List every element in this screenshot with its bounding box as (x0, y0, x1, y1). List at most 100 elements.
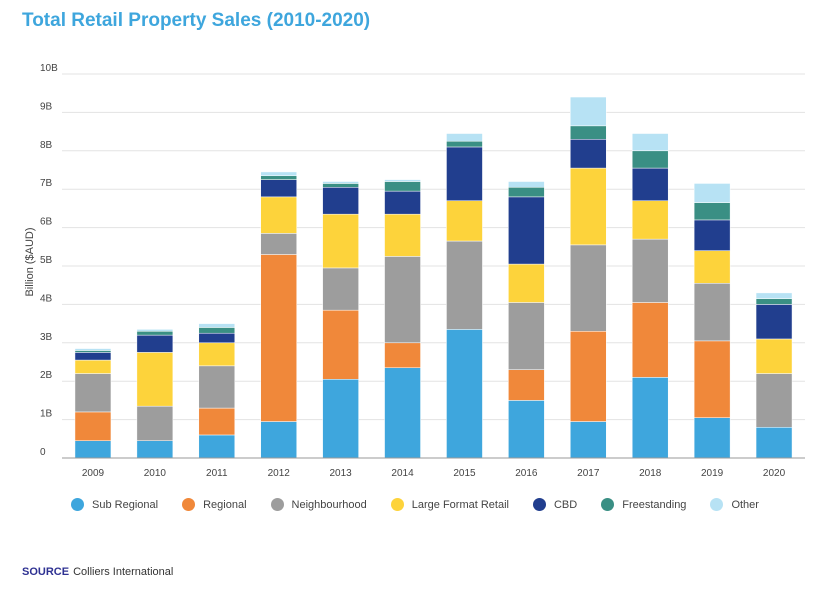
bar-segment-sub-regional-2014 (384, 367, 421, 459)
bar-segment-other-2016 (508, 181, 545, 188)
bar-segment-other-2013 (322, 181, 359, 184)
y-tick-label: 2B (40, 370, 53, 381)
x-tick-label: 2014 (391, 468, 414, 479)
x-tick-label: 2013 (330, 468, 353, 479)
bar-segment-sub-regional-2017 (570, 421, 607, 459)
legend-swatch (532, 498, 546, 511)
bar-segment-sub-regional-2018 (631, 377, 669, 459)
bar-segment-freestanding-2014 (384, 181, 421, 192)
legend-label: Regional (203, 498, 247, 511)
bar-segment-sub-regional-2016 (508, 400, 545, 459)
bar-segment-neighbourhood-2012 (260, 233, 297, 255)
bar-segment-other-2015 (446, 133, 483, 142)
bar-segment-cbd-2011 (198, 332, 236, 344)
bar-segment-large-format-retail-2012 (260, 196, 297, 234)
bar-segment-freestanding-2009 (74, 350, 112, 353)
bar-segment-large-format-retail-2019 (693, 250, 731, 284)
legend-swatch (71, 498, 85, 511)
bar-segment-cbd-2019 (693, 219, 731, 251)
source-label: SOURCE (22, 566, 70, 578)
bar-segment-sub-regional-2010 (136, 440, 174, 459)
chart-title: Total Retail Property Sales (2010-2020) (22, 10, 371, 31)
legend-item: Sub Regional (71, 498, 158, 511)
bar-segment-freestanding-2018 (631, 150, 669, 169)
legend-label: CBD (553, 498, 578, 511)
bar-segment-regional-2016 (508, 369, 545, 401)
bar-segment-freestanding-2019 (693, 202, 731, 221)
bars (74, 96, 793, 459)
y-tick-label: 3B (40, 332, 53, 343)
bar-segment-neighbourhood-2016 (508, 302, 545, 370)
bar-segment-regional-2013 (322, 309, 359, 380)
x-tick-label: 2015 (453, 468, 476, 479)
bar-segment-regional-2019 (693, 340, 731, 418)
legend: Sub Regional Regional Neighbourhood Large F… (0, 498, 830, 511)
bar-segment-freestanding-2015 (446, 140, 483, 148)
grid-lines (62, 73, 805, 421)
bar-segment-large-format-retail-2018 (631, 200, 669, 240)
bar-segment-other-2020 (755, 292, 793, 299)
bar-segment-other-2009 (74, 348, 112, 351)
bar-segment-cbd-2017 (570, 139, 607, 169)
bar-segment-cbd-2015 (446, 146, 483, 201)
bar-segment-large-format-retail-2009 (74, 359, 112, 374)
bar-segment-large-format-retail-2017 (570, 167, 607, 246)
x-tick-label: 2018 (639, 468, 662, 479)
legend-label: Sub Regional (92, 498, 159, 511)
bar-segment-other-2014 (384, 179, 421, 182)
bar-segment-large-format-retail-2016 (508, 263, 545, 303)
bar-segment-cbd-2013 (322, 187, 359, 215)
bar-segment-neighbourhood-2011 (198, 365, 236, 409)
legend-swatch (182, 498, 196, 511)
bar-segment-cbd-2010 (136, 334, 174, 353)
bar-segment-regional-2014 (384, 342, 421, 369)
y-tick-label: 9B (40, 101, 53, 112)
x-tick-label: 2020 (763, 468, 786, 479)
source-note: SOURCE Colliers International (22, 566, 173, 578)
y-tick-label: 8B (40, 140, 53, 151)
bar-segment-neighbourhood-2015 (446, 240, 483, 330)
x-tick-label: 2010 (144, 468, 167, 479)
bar-segment-regional-2018 (631, 302, 669, 378)
bar-segment-neighbourhood-2013 (322, 267, 359, 311)
bar-segment-cbd-2012 (260, 179, 297, 198)
legend-label: Freestanding (622, 498, 687, 511)
bar-segment-neighbourhood-2017 (570, 244, 607, 332)
bar-segment-cbd-2018 (631, 167, 669, 201)
legend-item: Large Format Retail (390, 498, 509, 511)
y-tick-label: 4B (40, 293, 53, 304)
bar-segment-freestanding-2017 (570, 125, 607, 140)
legend-label: Neighbourhood (291, 498, 367, 511)
legend-item: CBD (532, 498, 578, 511)
bar-segment-neighbourhood-2018 (631, 238, 669, 303)
legend-label: Large Format Retail (411, 498, 509, 511)
y-axis-label: Billion ($AUD) (24, 227, 36, 296)
bar-segment-large-format-retail-2013 (322, 213, 359, 269)
legend-swatch (601, 498, 615, 511)
y-tick-label: 1B (40, 409, 53, 420)
bar-segment-large-format-retail-2020 (755, 338, 793, 374)
legend-swatch (390, 498, 404, 511)
bar-segment-sub-regional-2012 (260, 421, 297, 459)
bar-segment-cbd-2014 (384, 190, 421, 215)
bar-segment-cbd-2009 (74, 352, 112, 361)
y-tick-label: 5B (40, 255, 53, 266)
bar-segment-large-format-retail-2014 (384, 213, 421, 257)
x-tick-label: 2019 (701, 468, 724, 479)
bar-segment-other-2017 (570, 96, 607, 127)
y-axis-ticks: 0 1B 2B 3B 4B 5B 6B 7B 8B 9B 10B (40, 63, 58, 458)
x-tick-label: 2012 (268, 468, 291, 479)
bar-segment-other-2012 (260, 171, 297, 177)
bar-segment-freestanding-2010 (136, 331, 174, 336)
bar-segment-regional-2017 (570, 331, 607, 422)
source-text: Colliers International (73, 566, 174, 578)
bar-segment-cbd-2020 (755, 304, 793, 340)
bar-segment-large-format-retail-2015 (446, 200, 483, 242)
y-tick-label: 0 (40, 447, 46, 458)
bar-segment-other-2011 (198, 323, 236, 328)
x-tick-label: 2009 (82, 468, 105, 479)
y-tick-label: 7B (40, 178, 53, 189)
bar-segment-regional-2009 (74, 411, 112, 441)
legend-swatch (270, 498, 284, 511)
